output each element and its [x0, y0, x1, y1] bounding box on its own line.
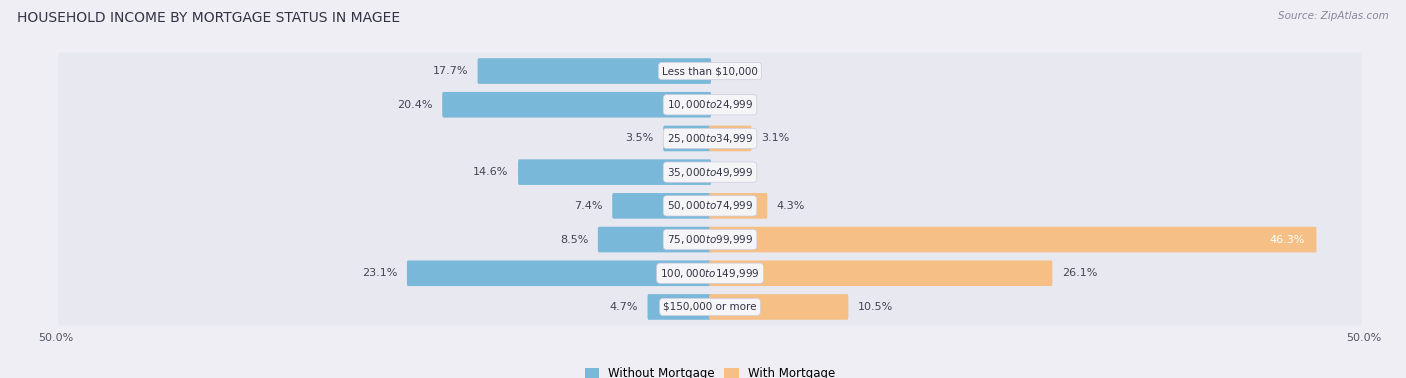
FancyBboxPatch shape	[406, 260, 711, 286]
Text: $150,000 or more: $150,000 or more	[664, 302, 756, 312]
Text: 4.7%: 4.7%	[610, 302, 638, 312]
FancyBboxPatch shape	[58, 288, 1362, 325]
FancyBboxPatch shape	[517, 160, 711, 185]
Legend: Without Mortgage, With Mortgage: Without Mortgage, With Mortgage	[581, 362, 839, 378]
FancyBboxPatch shape	[58, 86, 1362, 123]
Text: 20.4%: 20.4%	[398, 100, 433, 110]
Text: 46.3%: 46.3%	[1270, 235, 1305, 245]
FancyBboxPatch shape	[709, 125, 752, 151]
Text: 0.0%: 0.0%	[720, 66, 749, 76]
FancyBboxPatch shape	[58, 187, 1362, 225]
FancyBboxPatch shape	[58, 255, 1362, 292]
Text: $25,000 to $34,999: $25,000 to $34,999	[666, 132, 754, 145]
Text: 8.5%: 8.5%	[560, 235, 589, 245]
Text: $50,000 to $74,999: $50,000 to $74,999	[666, 199, 754, 212]
Text: $100,000 to $149,999: $100,000 to $149,999	[661, 267, 759, 280]
FancyBboxPatch shape	[709, 227, 1316, 253]
FancyBboxPatch shape	[443, 92, 711, 118]
Text: Source: ZipAtlas.com: Source: ZipAtlas.com	[1278, 11, 1389, 21]
Text: 0.0%: 0.0%	[720, 167, 749, 177]
FancyBboxPatch shape	[664, 125, 711, 151]
Text: 23.1%: 23.1%	[363, 268, 398, 278]
FancyBboxPatch shape	[709, 294, 848, 320]
Text: 0.0%: 0.0%	[720, 100, 749, 110]
FancyBboxPatch shape	[58, 120, 1362, 157]
FancyBboxPatch shape	[58, 53, 1362, 90]
Text: 17.7%: 17.7%	[433, 66, 468, 76]
FancyBboxPatch shape	[709, 260, 1052, 286]
FancyBboxPatch shape	[598, 227, 711, 253]
Text: 14.6%: 14.6%	[474, 167, 509, 177]
Text: 4.3%: 4.3%	[776, 201, 806, 211]
Text: 26.1%: 26.1%	[1062, 268, 1097, 278]
FancyBboxPatch shape	[58, 221, 1362, 258]
Text: 3.5%: 3.5%	[626, 133, 654, 143]
Text: $75,000 to $99,999: $75,000 to $99,999	[666, 233, 754, 246]
Text: 3.1%: 3.1%	[761, 133, 789, 143]
Text: 10.5%: 10.5%	[858, 302, 893, 312]
FancyBboxPatch shape	[612, 193, 711, 218]
Text: HOUSEHOLD INCOME BY MORTGAGE STATUS IN MAGEE: HOUSEHOLD INCOME BY MORTGAGE STATUS IN M…	[17, 11, 399, 25]
FancyBboxPatch shape	[58, 153, 1362, 191]
FancyBboxPatch shape	[648, 294, 711, 320]
FancyBboxPatch shape	[709, 193, 768, 218]
Text: $10,000 to $24,999: $10,000 to $24,999	[666, 98, 754, 111]
Text: 7.4%: 7.4%	[574, 201, 603, 211]
FancyBboxPatch shape	[478, 58, 711, 84]
Text: Less than $10,000: Less than $10,000	[662, 66, 758, 76]
Text: $35,000 to $49,999: $35,000 to $49,999	[666, 166, 754, 179]
